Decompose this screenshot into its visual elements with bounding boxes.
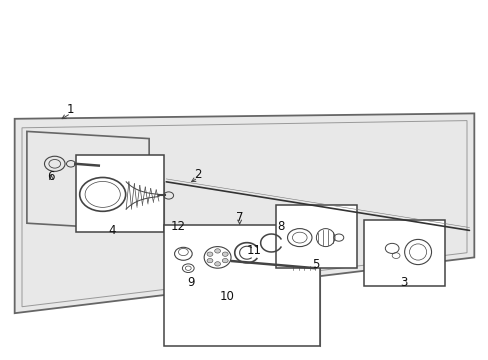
- Bar: [76, 155, 163, 232]
- Circle shape: [214, 249, 220, 253]
- Text: 4: 4: [108, 224, 116, 237]
- Text: 9: 9: [186, 276, 194, 289]
- Text: 1: 1: [67, 103, 75, 116]
- Text: 6: 6: [47, 170, 55, 183]
- Text: 10: 10: [220, 291, 234, 303]
- Bar: [276, 205, 356, 268]
- Polygon shape: [15, 113, 473, 313]
- Text: 12: 12: [171, 220, 185, 233]
- Circle shape: [206, 252, 212, 256]
- Text: 5: 5: [311, 258, 319, 271]
- Text: 7: 7: [235, 211, 243, 224]
- Bar: [163, 225, 320, 346]
- Circle shape: [206, 258, 212, 263]
- Circle shape: [222, 258, 228, 263]
- Text: 8: 8: [277, 220, 285, 233]
- Circle shape: [222, 252, 228, 256]
- Circle shape: [214, 262, 220, 266]
- Text: 11: 11: [246, 244, 261, 257]
- Text: 3: 3: [399, 276, 407, 289]
- Bar: [364, 220, 444, 286]
- Text: 2: 2: [194, 168, 202, 181]
